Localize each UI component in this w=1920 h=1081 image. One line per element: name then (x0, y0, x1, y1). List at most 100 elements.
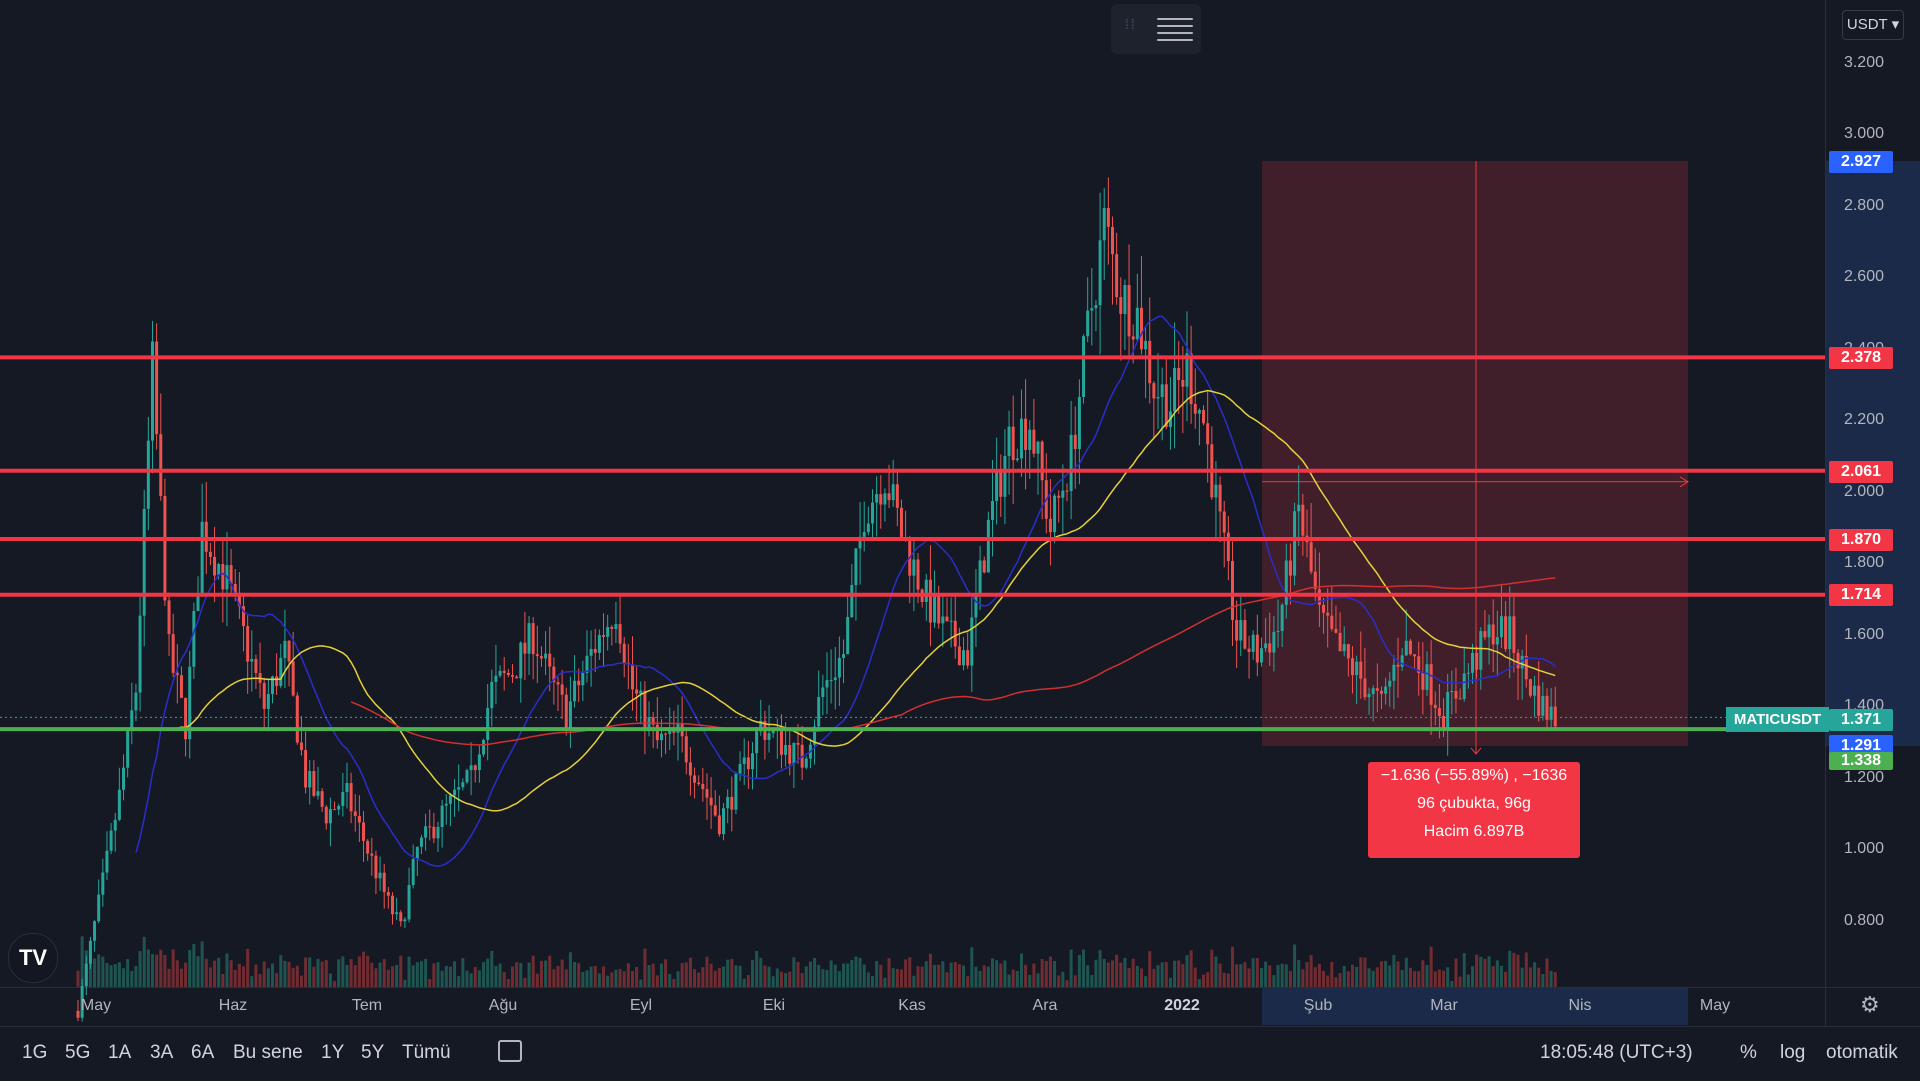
menu-icon[interactable] (1157, 18, 1193, 42)
candle-body (1264, 643, 1268, 649)
range-button[interactable]: Tümü (402, 1042, 451, 1063)
volume-bar (1346, 971, 1350, 987)
candle-body (279, 658, 283, 686)
range-button[interactable]: 6A (191, 1042, 215, 1063)
volume-bar (262, 961, 266, 987)
drawing-toolbar[interactable]: ⁞⁞ (1111, 4, 1201, 54)
time-axis-label: May (80, 997, 112, 1014)
volume-bar (345, 964, 349, 987)
candle-body (1247, 648, 1251, 652)
volume-bar (630, 970, 634, 987)
candle-body (204, 521, 208, 552)
volume-bar (1164, 962, 1168, 987)
candle-body (1491, 624, 1495, 645)
candle-body (895, 484, 899, 508)
percent-toggle[interactable]: % (1740, 1042, 1757, 1063)
volume-bar (1388, 965, 1392, 987)
goto-date-icon[interactable] (498, 1040, 522, 1062)
candle-body (233, 583, 237, 593)
candle-body (1495, 637, 1499, 645)
settings-gear-icon[interactable]: ⚙ (1860, 992, 1880, 1017)
range-button[interactable]: 1A (108, 1042, 132, 1063)
candle-body (1371, 688, 1375, 694)
candle-body (593, 648, 597, 653)
volume-bar (175, 960, 179, 987)
volume-bar (953, 961, 957, 987)
range-button[interactable]: 1Y (321, 1042, 345, 1063)
candle-body (1197, 409, 1201, 414)
candle-body (1425, 664, 1429, 690)
volume-bar (469, 973, 473, 987)
candle-body (1231, 561, 1235, 620)
candle-body (1528, 679, 1532, 696)
currency-selector[interactable]: USDT ▾ (1842, 10, 1904, 40)
candle-body (1355, 661, 1359, 676)
candle-body (1003, 455, 1007, 497)
candle-body (705, 789, 709, 798)
volume-bar (1408, 967, 1412, 987)
candle-body (966, 650, 970, 666)
candle-body (411, 859, 415, 886)
ma-200-line (350, 577, 1556, 746)
candle-body (1144, 340, 1148, 350)
volume-bar (324, 960, 328, 987)
volume-bar (705, 956, 709, 987)
volume-bar (374, 968, 378, 987)
volume-bar (990, 958, 994, 987)
candle-body (1483, 631, 1487, 638)
candle-body (386, 892, 390, 896)
tradingview-logo-icon[interactable]: TV (8, 933, 58, 983)
candle-body (515, 676, 519, 679)
candle-body (655, 724, 659, 741)
volume-bar (920, 966, 924, 987)
volume-bar (1024, 964, 1028, 987)
range-button[interactable]: 5G (65, 1042, 91, 1063)
volume-bar (709, 963, 713, 987)
volume-bar (266, 968, 270, 987)
volume-bar (717, 968, 721, 987)
candle-body (813, 726, 817, 745)
volume-bar (742, 978, 746, 987)
volume-bar (250, 976, 254, 987)
volume-bar (217, 957, 221, 987)
drag-handle-icon[interactable]: ⁞⁞ (1125, 16, 1137, 32)
volume-bar (1061, 971, 1065, 987)
volume-bar (1528, 967, 1532, 987)
log-toggle[interactable]: log (1780, 1042, 1806, 1063)
volume-bar (796, 961, 800, 987)
candle-body (1549, 706, 1553, 720)
auto-scale-toggle[interactable]: otomatik (1826, 1042, 1898, 1063)
candle-body (486, 708, 490, 740)
clock-timezone[interactable]: 18:05:48 (UTC+3) (1540, 1042, 1693, 1063)
volume-bar (792, 957, 796, 987)
candle-body (602, 635, 606, 637)
range-button[interactable]: Bu sene (233, 1042, 303, 1063)
volume-bar (676, 971, 680, 987)
candle-body (390, 895, 394, 915)
volume-bar (651, 963, 655, 987)
candle-body (1185, 353, 1189, 387)
volume-bar (842, 963, 846, 987)
volume-bar (1173, 960, 1177, 987)
range-button[interactable]: 3A (150, 1042, 174, 1063)
volume-bar (763, 965, 767, 987)
volume-bar (1508, 950, 1512, 987)
volume-bar (1280, 963, 1284, 987)
volume-bar (1413, 971, 1417, 987)
volume-bar (453, 961, 457, 987)
volume-bar (1437, 969, 1441, 987)
candle-body (1541, 695, 1545, 716)
candle-body (1243, 620, 1247, 649)
candle-body (1413, 654, 1417, 657)
volume-bar (573, 961, 577, 987)
range-button[interactable]: 1G (22, 1042, 48, 1063)
candle-body (978, 560, 982, 597)
candle-body (651, 717, 655, 725)
candle-body (539, 656, 543, 659)
candle-body (1177, 368, 1181, 380)
range-button[interactable]: 5Y (361, 1042, 385, 1063)
candle-body (208, 551, 212, 557)
candle-body (490, 681, 494, 709)
time-axis-label: Nis (1568, 997, 1592, 1014)
